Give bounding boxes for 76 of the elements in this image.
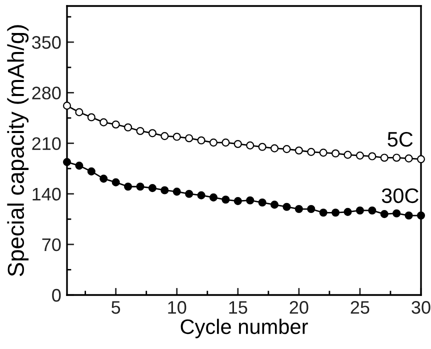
point <box>270 144 279 152</box>
x-tick-label: 20 <box>290 301 308 314</box>
point <box>124 182 132 191</box>
point <box>392 154 401 162</box>
point <box>197 191 206 200</box>
x-tick-label: 30 <box>412 301 430 314</box>
y-tick-label: 280 <box>32 86 61 100</box>
point <box>148 184 156 192</box>
point <box>319 148 328 157</box>
point <box>136 182 144 191</box>
point <box>332 149 340 158</box>
point <box>258 198 266 207</box>
y-tick-label: 70 <box>42 238 61 252</box>
point <box>332 208 340 217</box>
point <box>172 188 181 196</box>
y-axis-title: Special capacity (mAh/g) <box>7 25 29 276</box>
y-tick-label: 350 <box>32 36 61 49</box>
point <box>356 152 364 160</box>
point <box>294 204 303 214</box>
point <box>87 113 96 122</box>
point <box>234 197 242 206</box>
y-tick-label: 210 <box>32 137 61 150</box>
series-label: 30C <box>382 188 418 204</box>
point <box>356 206 364 214</box>
point <box>404 154 413 162</box>
y-tick-label: 0 <box>52 288 61 302</box>
x-tick-label: 10 <box>168 301 186 314</box>
point <box>222 196 230 204</box>
point <box>100 174 108 183</box>
point <box>307 204 316 214</box>
point <box>75 162 84 170</box>
point <box>294 146 303 155</box>
point <box>380 210 388 218</box>
point <box>392 209 401 218</box>
point <box>307 148 316 156</box>
point <box>234 140 242 148</box>
point <box>62 102 72 110</box>
point <box>100 118 108 126</box>
point <box>185 190 194 198</box>
point <box>112 120 120 129</box>
point <box>404 212 413 220</box>
point <box>258 142 266 151</box>
point <box>222 138 230 147</box>
y-tick-label: 140 <box>32 188 61 201</box>
x-tick-label: 5 <box>112 301 120 314</box>
point <box>368 206 376 214</box>
x-axis-title: Cycle number <box>180 318 308 338</box>
point <box>416 155 426 164</box>
point <box>246 141 254 150</box>
point <box>75 108 84 116</box>
point <box>319 208 328 217</box>
x-tick-label: 25 <box>350 301 370 314</box>
point <box>246 196 254 204</box>
point <box>344 150 352 159</box>
point <box>344 208 352 216</box>
point <box>87 167 96 176</box>
point <box>209 138 218 147</box>
point <box>185 134 194 142</box>
point <box>112 178 120 186</box>
point <box>148 129 156 138</box>
point <box>136 126 144 136</box>
point <box>62 158 72 166</box>
point <box>282 202 291 211</box>
point <box>368 152 376 160</box>
point <box>160 186 169 194</box>
point <box>124 123 132 132</box>
point <box>416 212 426 220</box>
point <box>270 200 279 209</box>
point <box>172 132 181 141</box>
point <box>209 193 218 202</box>
point <box>282 145 291 154</box>
point <box>197 136 206 144</box>
series-label: 5C <box>388 132 413 147</box>
point <box>380 154 388 162</box>
x-tick-label: 15 <box>229 301 248 314</box>
point <box>160 132 169 140</box>
